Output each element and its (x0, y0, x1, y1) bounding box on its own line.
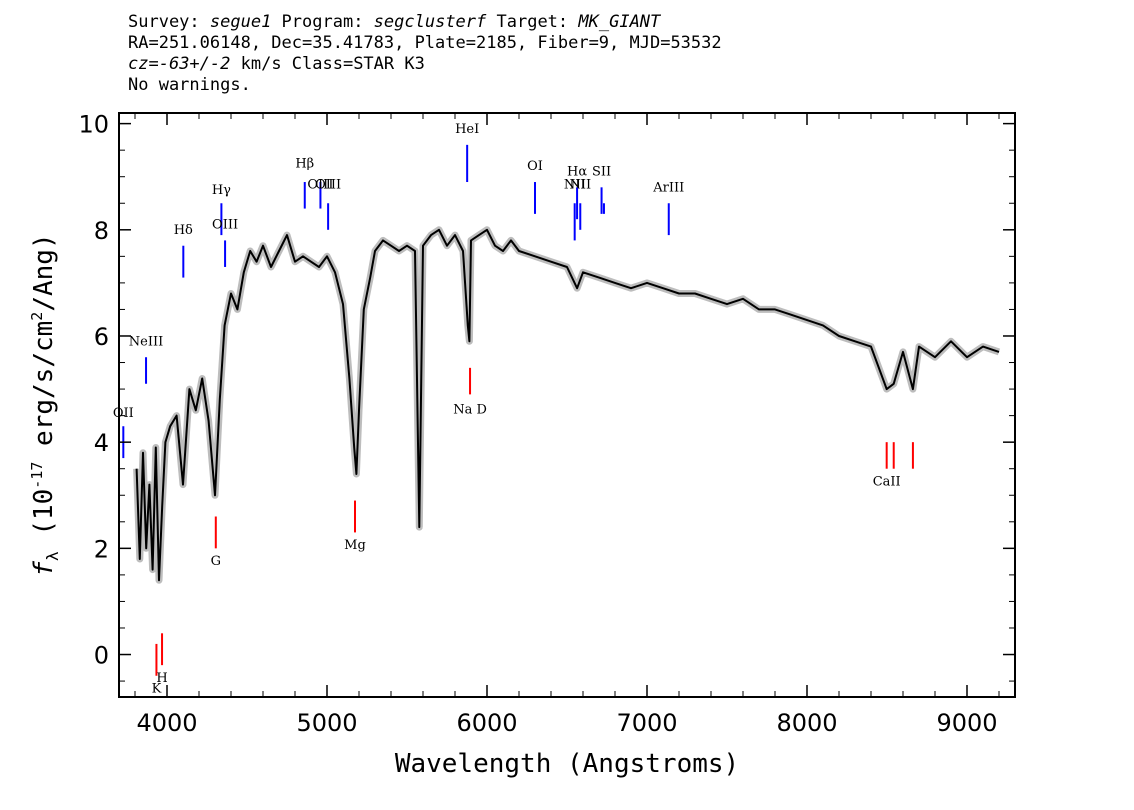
x-tick-label: 5000 (296, 709, 357, 737)
error-band-layer (133, 226, 1001, 584)
line-marker-label: K (152, 681, 162, 696)
line-marker-label: ArIII (652, 180, 684, 195)
spectrum-header: Survey: segue1 Program: segclusterf Targ… (128, 12, 722, 96)
line-marker-label: OIII (212, 217, 238, 232)
header-line-warnings: No warnings. (128, 75, 251, 95)
line-marker-label: H (156, 671, 167, 686)
plot-frame (118, 112, 1016, 698)
x-tick-label: 6000 (456, 709, 517, 737)
line-marker-layer: OIINeIIIHδHγOIIIHβOIIIOIIIHeIOINIIHαNIIS… (113, 122, 914, 696)
x-tick-label: 9000 (936, 709, 997, 737)
y-tick-label: 4 (94, 429, 109, 457)
line-marker-label: CaII (873, 474, 901, 489)
line-marker-label: OIII (307, 178, 333, 193)
line-marker-label: OIII (315, 178, 341, 193)
axis-ticks-layer: 4000 5000 6000 7000 8000 9000 0 2 4 6 8 10 (78, 111, 1015, 737)
y-tick-label: 2 (94, 535, 109, 563)
line-marker-label: OII (113, 406, 134, 421)
x-tick-label: 8000 (776, 709, 837, 737)
line-marker-label: Hβ (295, 156, 314, 171)
y-tick-label: 10 (78, 111, 109, 139)
y-axis-label: fλ (10-17 erg/s/cm2/Ang) (28, 233, 62, 576)
line-marker-label: G (211, 554, 221, 569)
x-tick-label: 4000 (136, 709, 197, 737)
y-tick-label: 8 (94, 217, 109, 245)
line-marker-label: OI (527, 159, 543, 174)
line-marker-label: SII (592, 164, 611, 179)
header-line-redshift: cz=-63+/-2 km/s Class=STAR K3 (128, 54, 425, 74)
line-marker-label: Hγ (212, 183, 231, 198)
header-line-survey: Survey: segue1 Program: segclusterf Targ… (128, 12, 661, 32)
spectrum-series-layer (135, 228, 1000, 582)
program-value: segclusterf (373, 12, 487, 32)
line-marker-label: Hα (567, 164, 587, 179)
spectrum-line-0 (135, 228, 1000, 582)
line-marker-label: Na D (453, 403, 487, 418)
header-line-coords: RA=251.06148, Dec=35.41783, Plate=2185, … (128, 33, 722, 53)
line-marker-label: HeI (455, 122, 479, 137)
x-tick-label: 7000 (616, 709, 677, 737)
line-marker-label: NII (569, 178, 591, 193)
y-tick-label: 6 (94, 323, 109, 351)
target-value: MK_GIANT (578, 12, 661, 32)
y-tick-label: 0 (94, 642, 109, 670)
error-band-0 (133, 226, 1001, 584)
line-marker-label: Mg (344, 538, 366, 553)
line-marker-label: Hδ (174, 223, 193, 238)
line-marker-label: NII (564, 178, 586, 193)
survey-value: segue1 (209, 12, 272, 32)
line-marker-label: NeIII (129, 334, 163, 349)
x-axis-label: Wavelength (Angstroms) (395, 749, 739, 779)
